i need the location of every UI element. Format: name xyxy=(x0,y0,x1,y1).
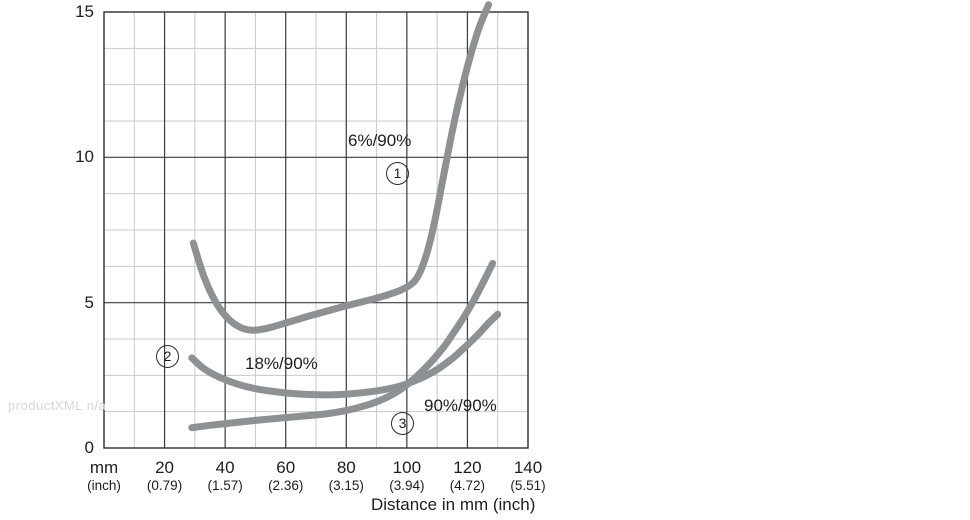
curve-3-number-badge: 3 xyxy=(391,412,414,435)
curve-2-number-badge: 2 xyxy=(156,345,179,368)
x-axis-title: Distance in mm (inch) xyxy=(371,495,536,514)
x-tick-mm-label-100: 100 xyxy=(392,458,422,477)
watermark-text: productXML n/a xyxy=(8,398,107,413)
x-tick-inch-label-20: (0.79) xyxy=(146,478,183,493)
x-tick-mm-label-80: 80 xyxy=(336,458,356,477)
x-tick-mm-label-60: 60 xyxy=(276,458,296,477)
x-tick-inch-label-40: (1.57) xyxy=(207,478,243,493)
curve-3-line xyxy=(188,259,497,432)
x-tick-inch-label-120: (4.72) xyxy=(449,478,486,493)
x-tick-inch-label-80: (3.15) xyxy=(328,478,364,493)
x-tick-mm-label-40: 40 xyxy=(215,458,235,477)
curve-1-line xyxy=(189,1,493,334)
curve-1-number: 1 xyxy=(393,165,402,181)
x-tick-mm-label-mm: mm xyxy=(89,458,119,477)
curve-3-number: 3 xyxy=(398,415,407,431)
curve-2-remission-label: 18%/90% xyxy=(245,354,318,373)
curve-2-number: 2 xyxy=(163,348,172,364)
x-tick-inch-label-mm: (inch) xyxy=(87,478,121,493)
plot-border xyxy=(103,11,529,449)
y-tick-label-10: 10 xyxy=(75,147,94,167)
curve-2-line xyxy=(188,310,502,399)
curve-3-remission-label: 90%/90% xyxy=(424,396,497,415)
x-tick-inch-label-140: (5.51) xyxy=(510,478,546,493)
y-tick-label-0: 0 xyxy=(84,438,94,457)
x-tick-inch-label-60: (2.36) xyxy=(268,478,304,493)
y-tick-label-5: 5 xyxy=(84,292,94,312)
x-tick-mm-label-120: 120 xyxy=(453,458,482,477)
x-tick-mm-label-20: 20 xyxy=(155,458,175,477)
y-tick-label-15: 15 xyxy=(75,2,94,21)
x-tick-inch-label-100: (3.94) xyxy=(389,478,425,493)
curve-1-remission-label: 6%/90% xyxy=(348,131,412,150)
x-tick-mm-label-140: 140 xyxy=(513,458,543,477)
curve-1-number-badge: 1 xyxy=(386,162,409,185)
